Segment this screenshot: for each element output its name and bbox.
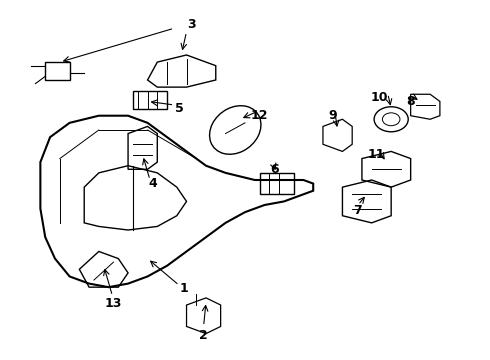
Text: 10: 10 (370, 91, 388, 104)
Text: 3: 3 (187, 18, 196, 31)
Text: 4: 4 (148, 177, 157, 190)
Text: 6: 6 (270, 163, 278, 176)
Text: 2: 2 (199, 329, 208, 342)
Text: 5: 5 (175, 102, 184, 115)
Text: 13: 13 (105, 297, 122, 310)
Text: 8: 8 (406, 95, 415, 108)
Text: 11: 11 (368, 148, 385, 162)
Text: 1: 1 (180, 283, 189, 296)
Text: 9: 9 (328, 109, 337, 122)
Text: 7: 7 (353, 204, 362, 217)
Text: 12: 12 (251, 109, 269, 122)
